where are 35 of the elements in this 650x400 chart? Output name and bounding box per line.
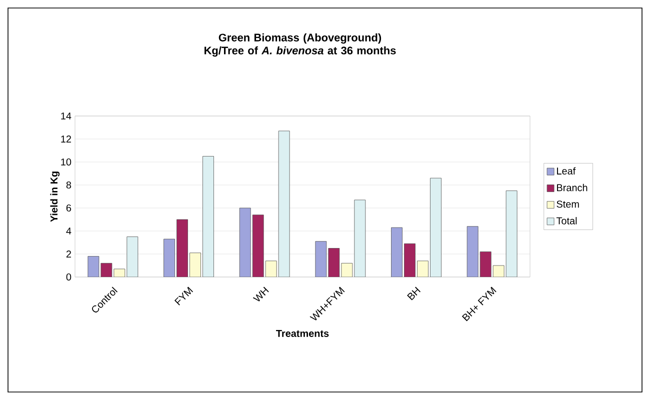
bar	[126, 236, 138, 277]
legend-label: Leaf	[557, 167, 576, 175]
legend-label: Branch	[557, 184, 588, 192]
bar	[506, 190, 518, 277]
y-tick-label: 8	[66, 181, 72, 189]
chart-title: Green Biomass (Aboveground) Kg/Tree of A. bivenosa at 36 months	[204, 33, 396, 57]
bar	[391, 227, 402, 277]
bar	[430, 178, 442, 277]
bar	[480, 252, 492, 277]
bar	[417, 260, 428, 277]
bar	[278, 130, 290, 277]
y-tick-label: 10	[61, 158, 72, 166]
legend-label: Total	[556, 217, 577, 224]
y-tick-label: 0	[66, 273, 72, 281]
legend-label: Stem	[556, 200, 579, 208]
bar	[265, 260, 277, 277]
x-tick-label: WH	[252, 286, 269, 302]
bar	[164, 238, 175, 277]
bar	[354, 200, 366, 277]
y-tick-label: 6	[66, 204, 72, 212]
bar	[404, 243, 416, 277]
y-tick-label: 4	[66, 228, 72, 234]
y-tick-label: 2	[66, 250, 71, 258]
x-tick-label: BH	[407, 286, 421, 300]
bar	[466, 226, 478, 277]
y-axis-title: Yield in Kg	[50, 172, 60, 222]
bar	[341, 263, 352, 277]
bar	[239, 208, 251, 277]
y-tick-label: 12	[61, 136, 71, 142]
y-tick-label: 14	[61, 112, 72, 120]
bar	[202, 156, 214, 277]
bar	[190, 252, 201, 277]
x-axis-title: Treatments	[276, 330, 329, 337]
bar	[252, 214, 264, 277]
bar	[176, 219, 188, 277]
